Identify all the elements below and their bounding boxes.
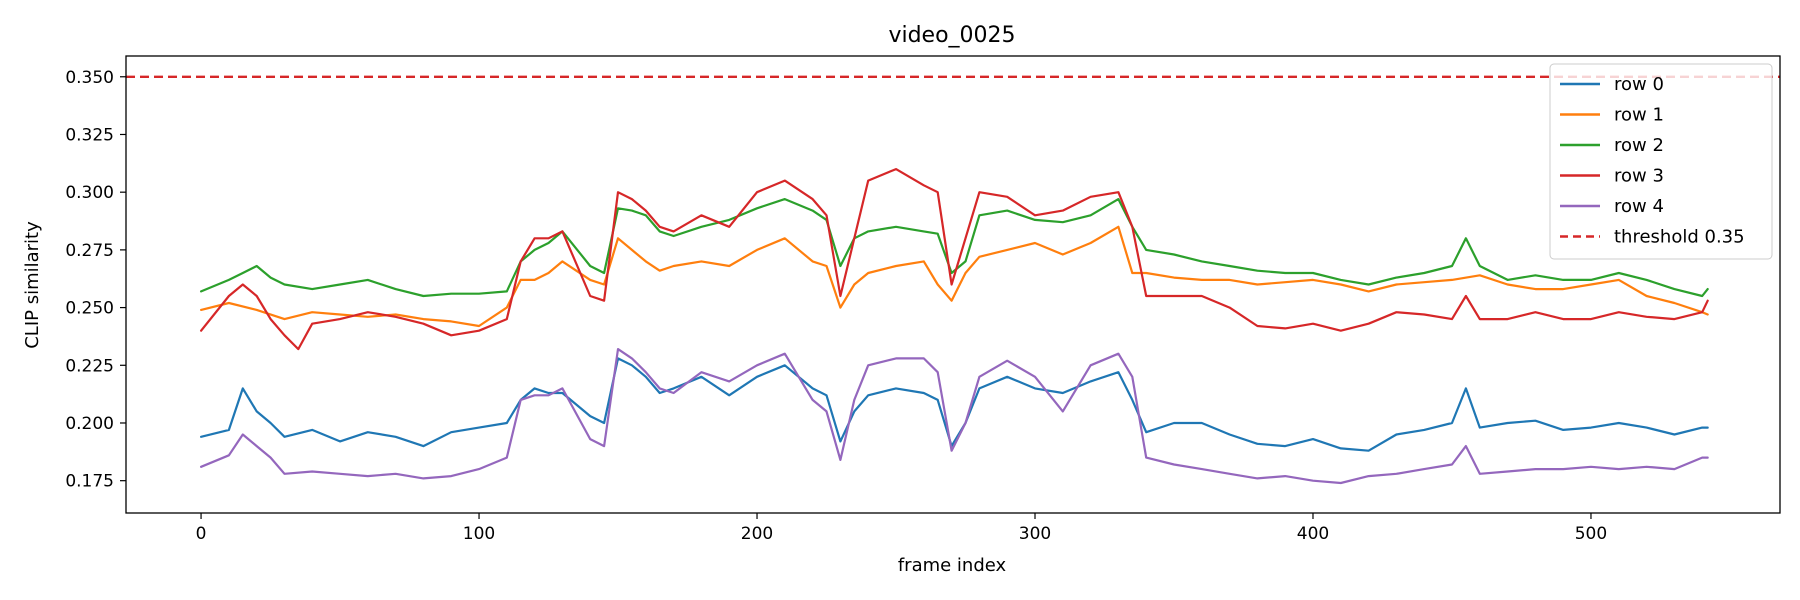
y-tick-label: 0.325	[65, 125, 114, 145]
y-tick-label: 0.300	[65, 183, 114, 203]
y-tick-label: 0.200	[65, 414, 114, 434]
legend-label: row 3	[1614, 166, 1664, 187]
legend-label: row 4	[1614, 196, 1664, 217]
plot-frame	[125, 55, 1781, 514]
x-axis-label: frame index	[898, 555, 1007, 576]
series-line-row-0	[200, 357, 1709, 452]
y-tick-label: 0.175	[65, 472, 114, 492]
y-tick-label: 0.275	[65, 241, 114, 261]
legend-label: threshold 0.35	[1614, 227, 1745, 248]
y-axis-ticks: 0.175 0.200 0.225 0.250 0.275 0.300 0.325 0.350	[65, 68, 126, 492]
legend-label: row 1	[1614, 105, 1664, 126]
y-axis-label: CLIP similarity	[22, 221, 43, 349]
y-tick-label: 0.225	[65, 356, 114, 376]
series-line-row-4	[200, 348, 1709, 485]
x-tick-label: 200	[741, 524, 773, 544]
x-tick-label: 500	[1575, 524, 1607, 544]
legend-label: row 2	[1614, 135, 1664, 156]
chart-title: video_0025	[888, 23, 1015, 48]
x-tick-label: 300	[1019, 524, 1051, 544]
y-tick-label: 0.250	[65, 299, 114, 319]
x-tick-label: 100	[463, 524, 495, 544]
y-tick-label: 0.350	[65, 68, 114, 88]
series-line-row-1	[200, 225, 1709, 328]
x-tick-label: 400	[1297, 524, 1329, 544]
x-axis-ticks: 0 100 200 300 400 500	[196, 513, 1607, 544]
legend-label: row 0	[1614, 74, 1664, 95]
legend: row 0 row 1 row 2 row 3 row 4 threshold 0.35	[1549, 63, 1773, 260]
x-tick-label: 0	[196, 524, 207, 544]
series-line-row-3	[200, 168, 1709, 351]
legend-box	[1549, 63, 1773, 260]
series-line-row-2	[200, 198, 1709, 298]
plot-area	[126, 75, 1780, 485]
